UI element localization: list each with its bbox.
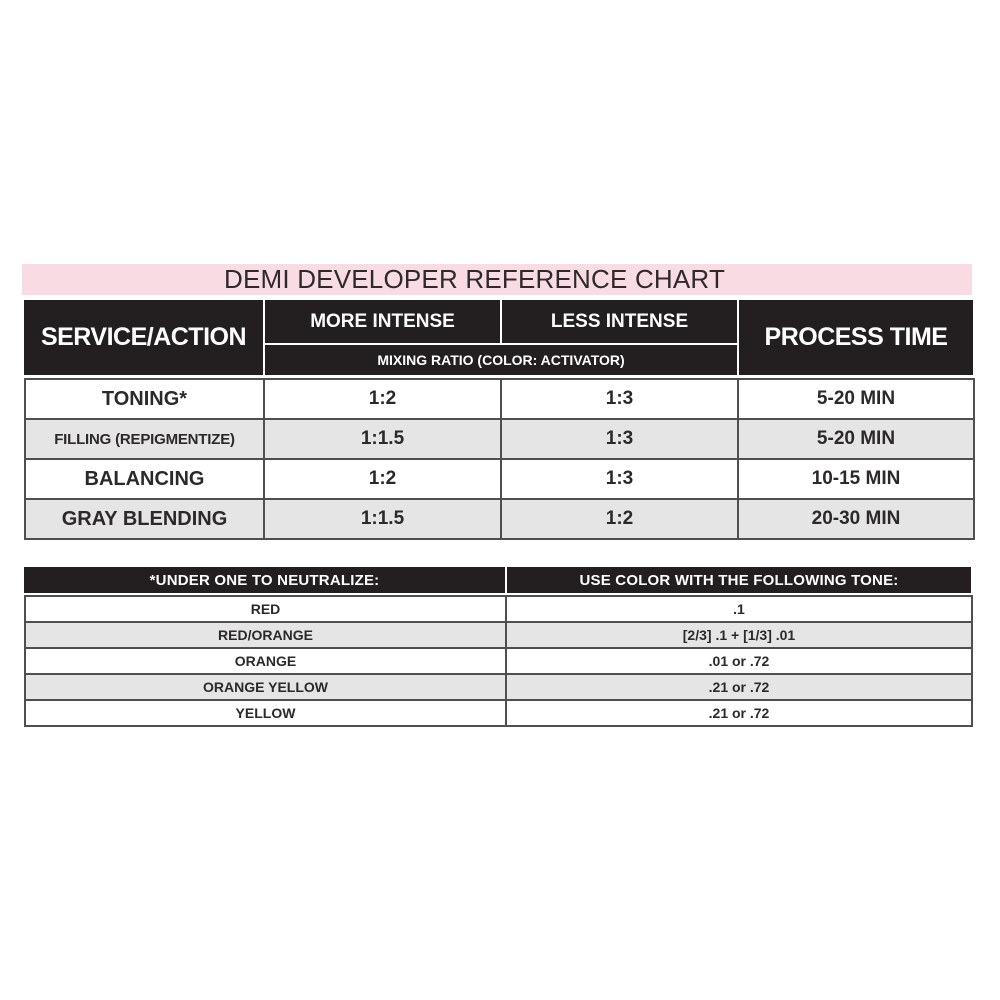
mix-table-header: SERVICE/ACTION MORE INTENSE LESS INTENSE… <box>24 300 973 375</box>
tone-value-cell: .21 or .72 <box>505 673 973 701</box>
service-cell: BALANCING <box>24 458 265 500</box>
more-intense-ratio-cell: 1:1.5 <box>263 498 502 540</box>
less-intense-ratio-cell: 1:3 <box>500 418 739 460</box>
tone-cell: YELLOW <box>24 699 507 727</box>
mix-table-row: TONING* 1:2 1:3 5-20 MIN <box>24 378 975 420</box>
tone-cell: ORANGE <box>24 647 507 675</box>
mix-table-row: GRAY BLENDING 1:1.5 1:2 20-30 MIN <box>24 498 975 540</box>
more-intense-ratio-cell: 1:2 <box>263 458 502 500</box>
page-title: DEMI DEVELOPER REFERENCE CHART <box>223 264 726 294</box>
process-time-cell: 5-20 MIN <box>737 418 975 460</box>
process-time-cell: 5-20 MIN <box>737 378 975 420</box>
header-under-one-to-neutralize: *UNDER ONE TO NEUTRALIZE: <box>24 567 505 593</box>
neutralize-table-header: *UNDER ONE TO NEUTRALIZE: USE COLOR WITH… <box>24 567 971 593</box>
neutralize-table-row: YELLOW .21 or .72 <box>24 699 973 727</box>
neutralize-table-row: RED .1 <box>24 595 973 623</box>
neutralize-table: RED .1 RED/ORANGE [2/3] .1 + [1/3] .01 O… <box>24 595 973 727</box>
service-cell: TONING* <box>24 378 265 420</box>
title-banner: DEMI DEVELOPER REFERENCE CHART <box>22 264 972 295</box>
neutralize-table-row: ORANGE .01 or .72 <box>24 647 973 675</box>
service-cell: GRAY BLENDING <box>24 498 265 540</box>
neutralize-table-row: ORANGE YELLOW .21 or .72 <box>24 673 973 701</box>
tone-cell: ORANGE YELLOW <box>24 673 507 701</box>
neutralize-table-row: RED/ORANGE [2/3] .1 + [1/3] .01 <box>24 621 973 649</box>
tone-value-cell: .1 <box>505 595 973 623</box>
more-intense-ratio-cell: 1:2 <box>263 378 502 420</box>
tone-cell: RED <box>24 595 507 623</box>
service-cell: FILLING (REPIGMENTIZE) <box>24 418 265 460</box>
header-more-intense: MORE INTENSE <box>265 300 500 343</box>
tone-value-cell: [2/3] .1 + [1/3] .01 <box>505 621 973 649</box>
more-intense-ratio-cell: 1:1.5 <box>263 418 502 460</box>
header-service-action: SERVICE/ACTION <box>24 300 263 375</box>
header-mixing-ratio: MIXING RATIO (COLOR: ACTIVATOR) <box>265 345 737 375</box>
mix-table: TONING* 1:2 1:3 5-20 MIN FILLING (REPIGM… <box>24 378 975 540</box>
less-intense-ratio-cell: 1:2 <box>500 498 739 540</box>
mix-table-row: FILLING (REPIGMENTIZE) 1:1.5 1:3 5-20 MI… <box>24 418 975 460</box>
tone-value-cell: .01 or .72 <box>505 647 973 675</box>
header-less-intense: LESS INTENSE <box>502 300 737 343</box>
header-use-color-with-tone: USE COLOR WITH THE FOLLOWING TONE: <box>507 567 971 593</box>
mix-table-row: BALANCING 1:2 1:3 10-15 MIN <box>24 458 975 500</box>
tone-cell: RED/ORANGE <box>24 621 507 649</box>
header-process-time: PROCESS TIME <box>739 300 973 375</box>
process-time-cell: 20-30 MIN <box>737 498 975 540</box>
less-intense-ratio-cell: 1:3 <box>500 378 739 420</box>
process-time-cell: 10-15 MIN <box>737 458 975 500</box>
tone-value-cell: .21 or .72 <box>505 699 973 727</box>
less-intense-ratio-cell: 1:3 <box>500 458 739 500</box>
